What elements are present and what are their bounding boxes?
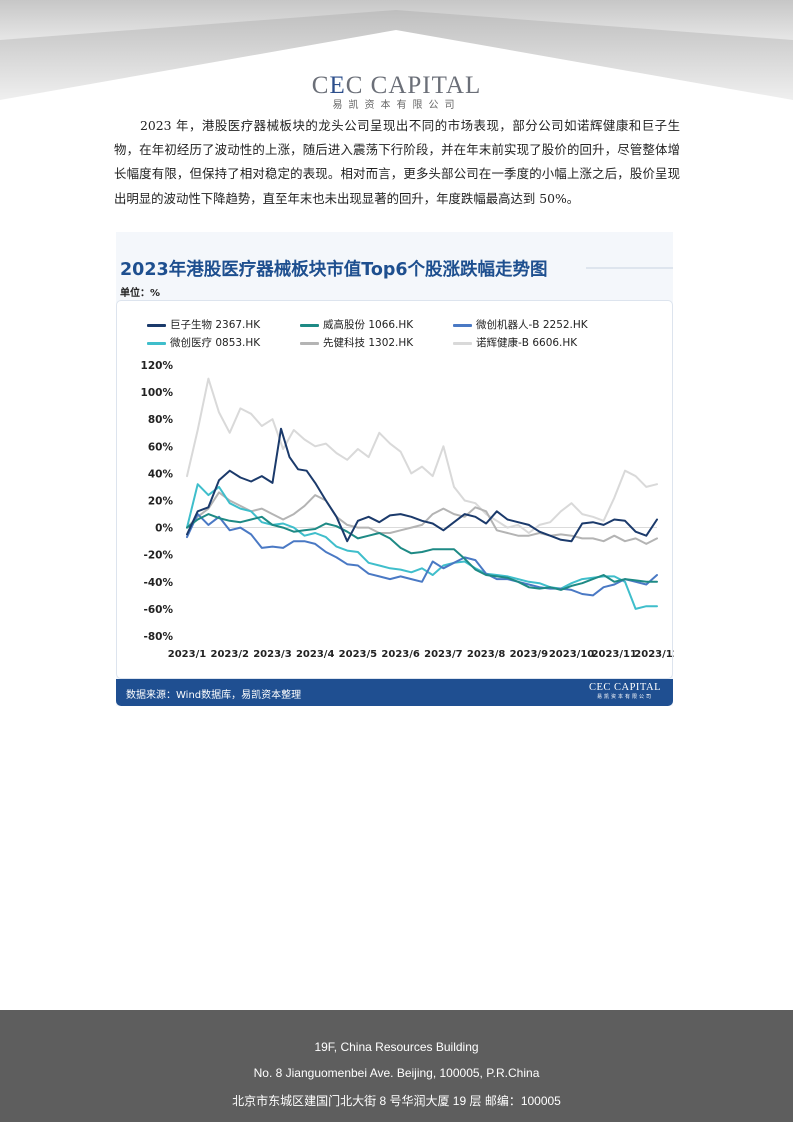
y-tick-label: -20% <box>144 550 174 562</box>
legend-label: 巨子生物 2367.HK <box>170 319 261 331</box>
series-line-2 <box>186 513 658 591</box>
legend-swatch <box>300 341 319 345</box>
x-tick-label: 2023/12 <box>634 649 674 660</box>
figure-card: 2023年港股医疗器械板块市值Top6个股涨跌幅走势图 单位：% 巨子生物 23… <box>116 232 674 706</box>
company-logo-subtitle: 易凯资本有限公司 <box>332 100 461 111</box>
x-tick-label: 2023/2 <box>211 649 249 660</box>
series-line-1 <box>186 427 658 543</box>
footer-address-line1: 19F, China Resources Building <box>314 1040 479 1054</box>
y-tick-label: 100% <box>141 387 174 399</box>
legend-label: 诺辉健康-B 6606.HK <box>476 337 578 349</box>
x-tick-label: 2023/11 <box>592 649 637 660</box>
series-line-3 <box>186 513 658 597</box>
series-line-5 <box>186 491 658 545</box>
title-rule <box>586 267 673 269</box>
x-tick-label: 2023/7 <box>424 649 462 660</box>
legend-label: 先健科技 1302.HK <box>323 337 414 349</box>
figure-unit: 单位：% <box>120 288 161 299</box>
x-tick-label: 2023/10 <box>549 649 594 660</box>
x-tick-label: 2023/6 <box>381 649 419 660</box>
header-band <box>0 0 793 100</box>
line-chart: 120% 100% 80% 60% 40% 20% 0% -20% -40% -60% -80% 20… <box>141 360 674 660</box>
figure-source: 数据来源：Wind数据库，易凯资本整理 <box>126 690 302 701</box>
body-paragraph: 2023 年，港股医疗器械板块的龙头公司呈现出不同的市场表现，部分公司如诺辉健康… <box>114 118 680 206</box>
legend-item: 巨子生物 2367.HK <box>147 317 260 332</box>
chart-panel: 巨子生物 2367.HK 威高股份 1066.HK 微创机器人-B 2252.HK 微… <box>116 300 674 679</box>
series-line-4 <box>186 483 658 610</box>
legend-swatch <box>147 323 166 327</box>
x-tick-label: 2023/8 <box>467 649 505 660</box>
legend-label: 威高股份 1066.HK <box>323 319 414 331</box>
legend-swatch <box>453 323 472 327</box>
legend-item: 微创医疗 0853.HK <box>147 335 260 350</box>
y-tick-label: -80% <box>144 631 174 643</box>
legend-item: 先健科技 1302.HK <box>300 335 413 350</box>
y-tick-label: 80% <box>148 414 174 426</box>
figure-footer-logo: CEC CAPITAL 易凯资本有限公司 <box>588 682 661 700</box>
y-tick-label: -60% <box>144 604 174 616</box>
x-tick-label: 2023/4 <box>296 649 334 660</box>
x-tick-label: 2023/3 <box>253 649 291 660</box>
y-tick-label: -40% <box>144 577 174 589</box>
figure-title: 2023年港股医疗器械板块市值Top6个股涨跌幅走势图 <box>120 260 548 280</box>
y-tick-label: 60% <box>148 441 174 453</box>
page-footer: 19F, China Resources Building No. 8 Jian… <box>0 1010 793 1122</box>
y-tick-label: 0% <box>155 523 173 535</box>
legend-label: 微创医疗 0853.HK <box>170 337 261 349</box>
y-tick-label: 40% <box>148 468 174 480</box>
legend-swatch <box>453 341 472 345</box>
x-tick-label: 2023/9 <box>510 649 548 660</box>
company-logo: CEC CAPITAL <box>311 72 482 99</box>
x-tick-label: 2023/1 <box>168 649 206 660</box>
legend-item: 微创机器人-B 2252.HK <box>453 317 588 332</box>
legend-item: 诺辉健康-B 6606.HK <box>453 335 577 350</box>
x-tick-label: 2023/5 <box>339 649 377 660</box>
figure-source-bar: 数据来源：Wind数据库，易凯资本整理 CEC CAPITAL 易凯资本有限公司 <box>116 679 673 706</box>
y-tick-label: 120% <box>141 360 174 372</box>
legend-item: 威高股份 1066.HK <box>300 317 413 332</box>
legend-swatch <box>147 341 166 345</box>
footer-address-line2: No. 8 Jianguomenbei Ave. Beijing, 100005… <box>253 1066 540 1080</box>
legend-swatch <box>300 323 319 327</box>
y-tick-label: 20% <box>148 496 174 508</box>
series-line-6 <box>186 377 658 534</box>
footer-address-line3: 北京市东城区建国门北大街 8 号华润大厦 19 层 邮编：100005 <box>232 1094 561 1108</box>
legend-label: 微创机器人-B 2252.HK <box>476 319 588 331</box>
